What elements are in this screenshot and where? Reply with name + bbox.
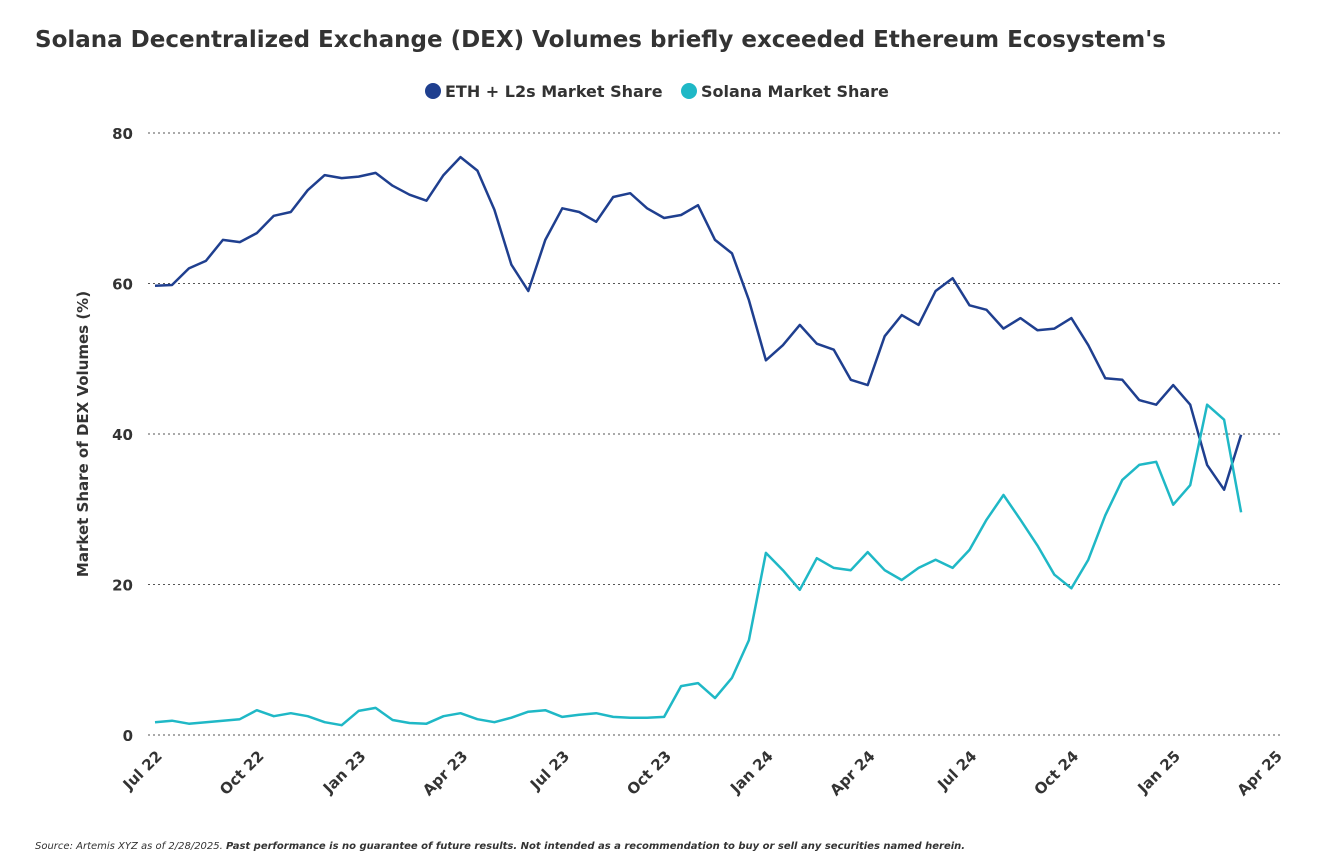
x-tick-label: Oct 22 <box>216 747 268 799</box>
x-tick-label: Apr 24 <box>826 747 878 799</box>
chart-title: Solana Decentralized Exchange (DEX) Volu… <box>35 27 1166 53</box>
x-tick-label: Jul 24 <box>933 747 980 794</box>
source: Source: Artemis XYZ as of 2/28/2025. <box>35 841 223 852</box>
x-tick-label: Apr 25 <box>1234 747 1286 799</box>
x-tick-label: Jan 23 <box>319 747 370 798</box>
legend-marker <box>425 83 441 99</box>
y-axis-label: Market Share of DEX Volumes (%) <box>74 291 92 577</box>
x-tick-label: Jul 23 <box>526 747 573 794</box>
legend-label: Solana Market Share <box>701 82 889 101</box>
x-tick-label: Jul 22 <box>119 747 166 794</box>
y-tick-label: 80 <box>112 125 133 143</box>
x-tick-label: Oct 24 <box>1031 747 1083 799</box>
series-line <box>154 155 1243 491</box>
y-tick-label: 60 <box>112 276 133 294</box>
footer: Source: Artemis XYZ as of 2/28/2025. Pas… <box>35 841 965 852</box>
y-tick-label: 40 <box>112 426 133 444</box>
disclaimer: Past performance is no guarantee of futu… <box>226 841 965 852</box>
legend-marker <box>681 83 697 99</box>
x-tick-label: Apr 23 <box>419 747 471 799</box>
series-line <box>154 403 1243 727</box>
legend: ETH + L2s Market Share Solana Market Shar… <box>425 82 889 101</box>
x-tick-label: Jan 25 <box>1133 747 1184 798</box>
legend-label: ETH + L2s Market Share <box>445 82 663 101</box>
y-tick-label: 0 <box>123 727 133 745</box>
x-tick-label: Oct 23 <box>623 747 675 799</box>
y-tick-label: 20 <box>112 577 133 595</box>
x-tick-label: Jan 24 <box>726 747 777 798</box>
